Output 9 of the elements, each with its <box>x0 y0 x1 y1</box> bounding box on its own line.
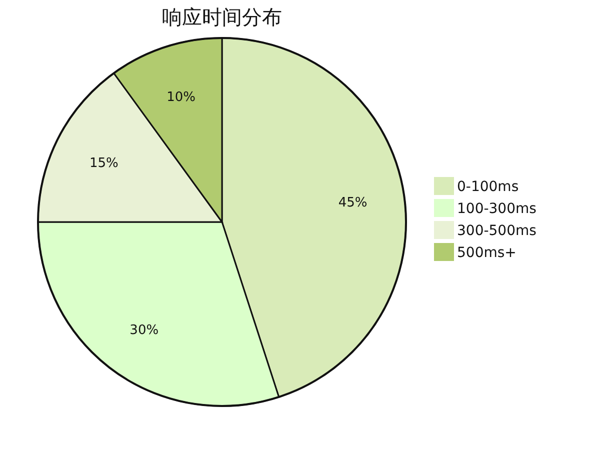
legend-label: 300-500ms <box>457 223 536 239</box>
data-label: 15% <box>90 156 118 171</box>
chart-title: 响应时间分布 <box>162 5 282 29</box>
legend-label: 500ms+ <box>457 245 516 261</box>
data-label: 45% <box>338 195 368 210</box>
legend-label: 0-100ms <box>457 179 519 195</box>
data-label: 10% <box>166 90 196 106</box>
legend-label: 100-300ms <box>457 201 536 217</box>
data-label: 30% <box>130 323 159 338</box>
